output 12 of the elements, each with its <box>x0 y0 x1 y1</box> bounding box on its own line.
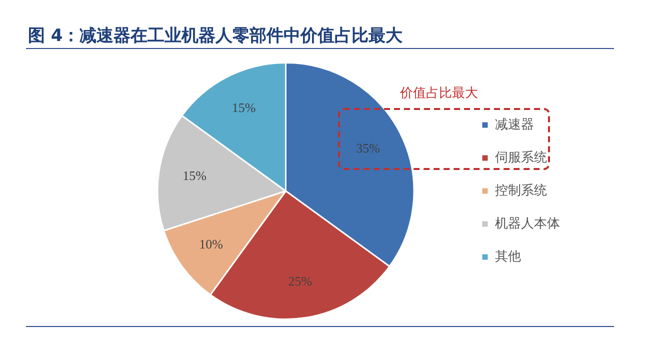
text: 价值占比最大 <box>400 85 478 102</box>
legend-label: 伺服系统 <box>495 150 547 166</box>
legend-label: 控制系统 <box>495 183 547 198</box>
data-label: 10% <box>199 236 224 252</box>
legend-label: 减速器 <box>495 117 534 132</box>
legend-label: 机器人本体 <box>495 216 560 232</box>
legend-label: 其他 <box>495 249 521 264</box>
chart-title: 图 4：减速器在工业机器人零部件中价值占比最大 <box>28 25 403 47</box>
data-label: 35% <box>356 140 380 156</box>
data-label: 15% <box>182 168 207 183</box>
data-label: 25% <box>288 274 312 289</box>
data-label: 15% <box>232 100 256 116</box>
